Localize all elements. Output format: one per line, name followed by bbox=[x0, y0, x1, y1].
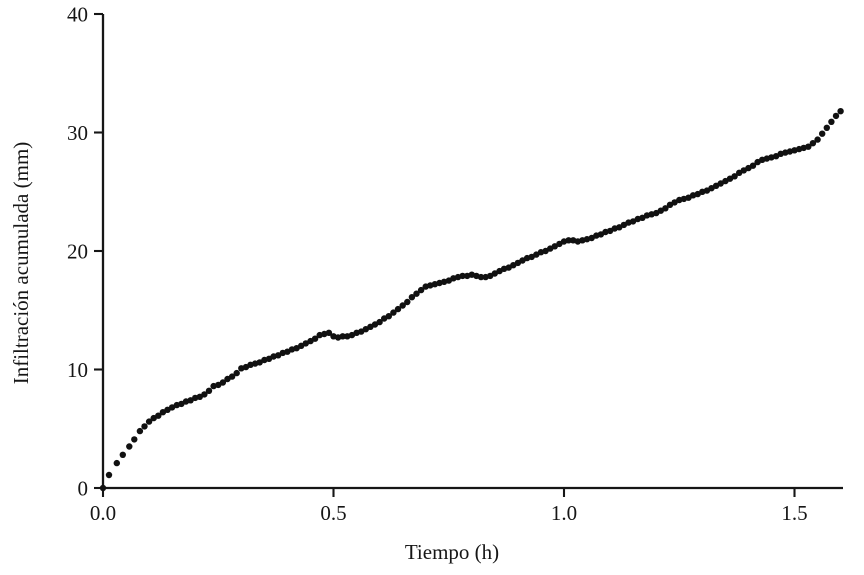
data-point bbox=[533, 251, 540, 258]
data-point bbox=[155, 412, 162, 419]
data-point bbox=[205, 387, 213, 394]
data-point bbox=[749, 162, 757, 169]
data-point bbox=[413, 290, 420, 297]
data-point bbox=[339, 333, 346, 340]
data-point bbox=[717, 180, 724, 187]
data-point bbox=[408, 294, 416, 301]
data-point bbox=[201, 391, 208, 398]
data-point bbox=[233, 369, 240, 377]
data-point bbox=[394, 305, 402, 313]
data-point bbox=[99, 484, 107, 492]
data-point bbox=[228, 373, 236, 380]
data-point bbox=[385, 313, 392, 320]
x-tick-label: 1.5 bbox=[781, 501, 807, 525]
data-point bbox=[809, 140, 817, 147]
data-point bbox=[832, 112, 840, 120]
data-point bbox=[417, 286, 425, 294]
data-point bbox=[828, 118, 835, 126]
data-point bbox=[311, 335, 319, 342]
data-point bbox=[390, 309, 397, 316]
data-point bbox=[141, 423, 148, 430]
data-point bbox=[491, 270, 498, 277]
data-point bbox=[805, 143, 812, 150]
data-point bbox=[819, 130, 826, 137]
data-point bbox=[404, 298, 411, 306]
data-point bbox=[136, 427, 144, 435]
data-point bbox=[131, 436, 138, 443]
x-axis-title: Tiempo (h) bbox=[405, 540, 499, 564]
y-tick-label: 0 bbox=[78, 476, 89, 500]
data-point bbox=[671, 199, 678, 206]
y-tick-label: 40 bbox=[67, 2, 88, 26]
data-point bbox=[105, 471, 113, 479]
x-tick-label: 0.0 bbox=[90, 501, 116, 525]
data-point bbox=[459, 272, 466, 280]
x-tick-label: 0.5 bbox=[320, 501, 346, 525]
data-point bbox=[731, 173, 738, 180]
data-point bbox=[629, 218, 637, 225]
data-point bbox=[477, 273, 485, 281]
data-point bbox=[399, 302, 406, 309]
data-points-layer bbox=[99, 108, 844, 492]
data-point bbox=[837, 108, 844, 115]
data-point bbox=[814, 136, 821, 143]
data-point bbox=[256, 359, 263, 366]
data-point bbox=[662, 205, 669, 212]
data-point bbox=[126, 443, 133, 450]
y-tick-label: 10 bbox=[67, 358, 88, 382]
data-point bbox=[119, 451, 127, 458]
y-tick-label: 20 bbox=[67, 239, 88, 263]
y-tick-label: 30 bbox=[67, 121, 88, 145]
data-point bbox=[325, 329, 333, 336]
data-point bbox=[376, 318, 383, 326]
data-point bbox=[823, 124, 830, 131]
x-tick-label: 1.0 bbox=[551, 501, 577, 525]
data-point bbox=[219, 379, 227, 386]
data-point bbox=[113, 459, 121, 467]
data-point bbox=[565, 237, 572, 244]
axes-layer: 0 10 20 30 40 0.0 0.5 1.0 1.5 bbox=[67, 2, 843, 525]
y-axis-title: Infiltración acumulada (mm) bbox=[9, 142, 33, 385]
data-point bbox=[145, 418, 153, 425]
